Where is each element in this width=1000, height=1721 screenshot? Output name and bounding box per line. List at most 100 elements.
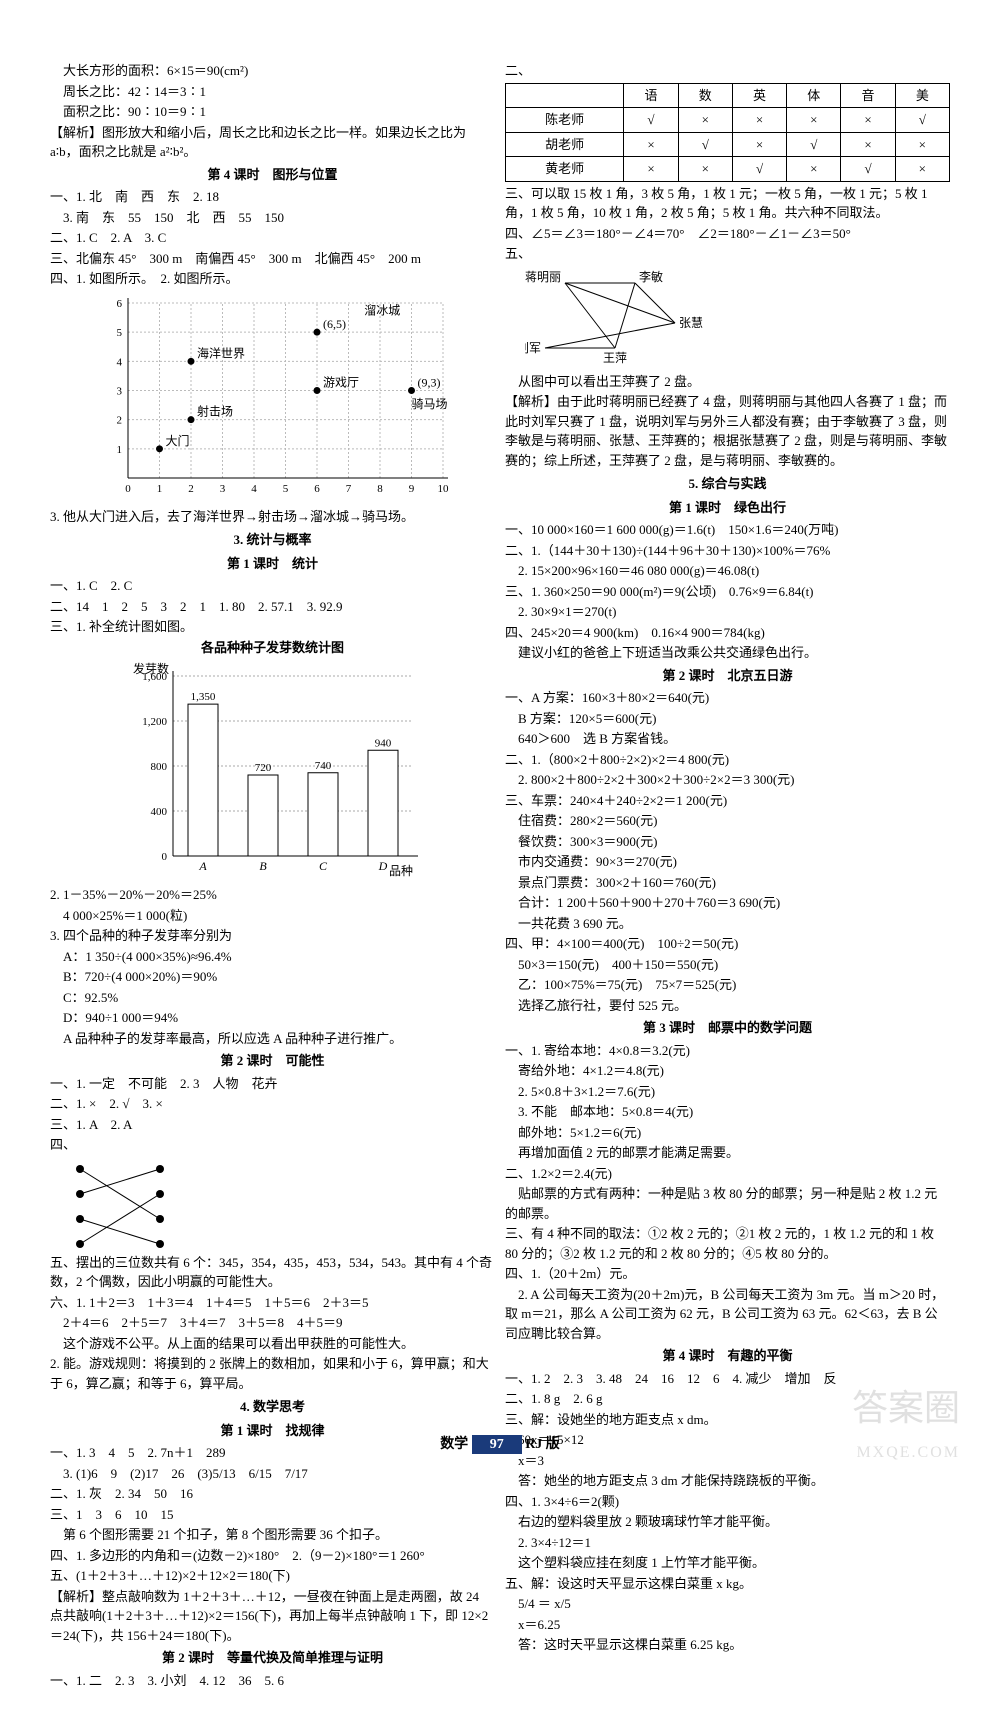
text: 二、	[505, 61, 950, 81]
svg-text:6: 6	[116, 298, 122, 310]
text: 周长之比：42∶14＝3∶1	[50, 82, 495, 102]
svg-text:蒋明丽: 蒋明丽	[525, 270, 561, 284]
svg-text:大门: 大门	[165, 432, 189, 447]
svg-text:B: B	[259, 859, 267, 873]
text: 一、1. 寄给本地：4×0.8＝3.2(元)	[505, 1041, 950, 1061]
svg-text:6: 6	[314, 483, 320, 495]
text: 四、1. 如图所示。 2. 如图所示。	[50, 269, 495, 289]
svg-text:骑马场: 骑马场	[411, 397, 447, 411]
text: 三、1. A 2. A	[50, 1115, 495, 1135]
text: 三、车票：240×4＋240÷2×2＝1 200(元)	[505, 791, 950, 811]
text: 寄给外地：4×1.2＝4.8(元)	[505, 1061, 950, 1081]
svg-text:720: 720	[254, 762, 271, 774]
text: 3. 四个品种的种子发芽率分别为	[50, 926, 495, 946]
pentagon-diagram: 蒋明丽李敏张慧王萍刘军	[525, 268, 705, 368]
footer-version: RJ 版	[525, 1437, 560, 1452]
text: 答：她坐的地方距支点 3 dm 才能保持跷跷板的平衡。	[505, 1471, 950, 1491]
svg-text:张慧: 张慧	[679, 315, 703, 330]
heading: 3. 统计与概率	[50, 530, 495, 550]
text: 从图中可以看出王萍赛了 2 盘。	[505, 372, 950, 392]
text: 二、1.（800×2＋800÷2×2)×2＝4 800(元)	[505, 750, 950, 770]
text: 四、甲：4×100＝400(元) 100÷2＝50(元)	[505, 934, 950, 954]
svg-text:A: A	[198, 859, 207, 873]
text: 四、1. 多边形的内角和＝(边数－2)×180° 2.（9－2)×180°＝1 …	[50, 1546, 495, 1566]
text: 合计：1 200＋560＋900＋270＋760＝3 690(元)	[505, 893, 950, 913]
svg-text:5: 5	[282, 483, 288, 495]
text: 四、1. 3×4÷6＝2(颗)	[505, 1492, 950, 1512]
svg-text:1: 1	[116, 443, 122, 455]
svg-text:1,200: 1,200	[142, 716, 167, 728]
svg-text:0: 0	[125, 483, 131, 495]
svg-text:9: 9	[408, 483, 414, 495]
text: 贴邮票的方式有两种：一种是贴 3 枚 80 分的邮票；另一种是贴 2 枚 1.2…	[505, 1184, 950, 1223]
text: 餐饮费：300×3＝900(元)	[505, 832, 950, 852]
svg-text:刘军: 刘军	[525, 341, 541, 355]
heading: 5. 综合与实践	[505, 474, 950, 494]
text: 三、1 3 6 10 15	[50, 1505, 495, 1525]
heading: 第 1 课时 绿色出行	[505, 498, 950, 518]
text: 50×3＝150(元) 400＋150＝550(元)	[505, 955, 950, 975]
text: A：1 350÷(4 000×35%)≈96.4%	[50, 947, 495, 967]
svg-text:3: 3	[116, 385, 122, 397]
text: 建议小红的爸爸上下班适当改乘公共交通绿色出行。	[505, 643, 950, 663]
heading: 第 2 课时 等量代换及简单推理与证明	[50, 1648, 495, 1668]
coord-grid-chart: 012345678910123456大门射击场海洋世界(6,5)溜冰城游戏厅(9…	[93, 293, 453, 503]
text: 三、有 4 种不同的取法：①2 枚 2 元的；②1 枚 2 元的，1 枚 1.2…	[505, 1224, 950, 1263]
svg-text:发芽数: 发芽数	[133, 661, 169, 676]
page-footer: 数学 97 RJ 版	[0, 1434, 1000, 1455]
text: 乙：100×75%＝75(元) 75×7＝525(元)	[505, 975, 950, 995]
text: 2＋4＝6 2＋5＝7 3＋4＝7 3＋5＝8 4＋5＝9	[50, 1313, 495, 1333]
text: 5/4 ＝ x/5	[505, 1594, 950, 1614]
text: 【解析】由于此时蒋明丽已经赛了 4 盘，则蒋明丽与其他四人各赛了 1 盘；而此时…	[505, 392, 950, 470]
text: 二、1. × 2. √ 3. ×	[50, 1094, 495, 1114]
text: B 方案：120×5＝600(元)	[505, 709, 950, 729]
svg-text:游戏厅: 游戏厅	[323, 375, 359, 389]
text: 四、245×20＝4 900(km) 0.16×4 900＝784(kg)	[505, 623, 950, 643]
svg-text:10: 10	[437, 483, 449, 495]
heading: 第 2 课时 北京五日游	[505, 666, 950, 686]
svg-text:射击场: 射击场	[197, 403, 233, 418]
text: 2. 800×2＋800÷2×2＋300×2＋300÷2×2＝3 300(元)	[505, 770, 950, 790]
text: 一、1. 一定 不可能 2. 3 人物 花卉	[50, 1074, 495, 1094]
text: C：92.5%	[50, 988, 495, 1008]
text: 三、1. 360×250＝90 000(m²)＝9(公顷) 0.76×9＝6.8…	[505, 582, 950, 602]
text: 3. (1)6 9 (2)17 26 (3)5/13 6/15 7/17	[50, 1464, 495, 1484]
text: 这个游戏不公平。从上面的结果可以看出甲获胜的可能性大。	[50, 1334, 495, 1354]
text: 一共花费 3 690 元。	[505, 914, 950, 934]
svg-text:740: 740	[314, 760, 331, 772]
text: x＝6.25	[505, 1615, 950, 1635]
text: 选择乙旅行社，要付 525 元。	[505, 996, 950, 1016]
svg-text:品种: 品种	[388, 864, 412, 878]
svg-text:(9,3): (9,3)	[417, 375, 440, 389]
text: B：720÷(4 000×20%)＝90%	[50, 967, 495, 987]
heading: 第 1 课时 统计	[50, 554, 495, 574]
svg-text:2: 2	[116, 414, 122, 426]
text: 【解析】图形放大和缩小后，周长之比和边长之比一样。如果边长之比为 a∶b，面积之…	[50, 123, 495, 162]
footer-page: 97	[472, 1435, 522, 1454]
svg-text:800: 800	[150, 761, 167, 773]
text: 640＞600 选 B 方案省钱。	[505, 729, 950, 749]
text: 二、1. 灰 2. 34 50 16	[50, 1484, 495, 1504]
text: D：940÷1 000＝94%	[50, 1008, 495, 1028]
text: 四、	[50, 1135, 495, 1155]
text: 一、A 方案：160×3＋80×2＝640(元)	[505, 688, 950, 708]
text: 4 000×25%＝1 000(粒)	[50, 906, 495, 926]
text: 景点门票费：300×2＋160＝760(元)	[505, 873, 950, 893]
text: 3. 南 东 55 150 北 西 55 150	[50, 208, 495, 228]
teacher-table: 语数英体音美陈老师√××××√胡老师×√×√××黄老师××√×√×	[505, 83, 950, 182]
text: 2. 3×4÷12＝1	[505, 1533, 950, 1553]
svg-text:王萍: 王萍	[603, 351, 627, 365]
footer-subject: 数学	[440, 1437, 468, 1452]
svg-text:7: 7	[345, 483, 351, 495]
text: 答：这时天平显示这棵白菜重 6.25 kg。	[505, 1635, 950, 1655]
text: 三、可以取 15 枚 1 角，3 枚 5 角，1 枚 1 元；一枚 5 角，一枚…	[505, 184, 950, 223]
text: 四、1.（20＋2m）元。	[505, 1264, 950, 1284]
text: 这个塑料袋应挂在刻度 1 上竹竿才能平衡。	[505, 1553, 950, 1573]
text: 2. 30×9×1＝270(t)	[505, 602, 950, 622]
text: 一、10 000×160＝1 600 000(g)＝1.6(t) 150×1.6…	[505, 520, 950, 540]
text: 市内交通费：90×3＝270(元)	[505, 852, 950, 872]
text: 2. A 公司每天工资为(20＋2m)元，B 公司每天工资为 3m 元。当 m＞…	[505, 1285, 950, 1344]
svg-text:400: 400	[150, 806, 167, 818]
chart-title: 各品种种子发芽数统计图	[50, 638, 495, 658]
text: 一、1. C 2. C	[50, 576, 495, 596]
